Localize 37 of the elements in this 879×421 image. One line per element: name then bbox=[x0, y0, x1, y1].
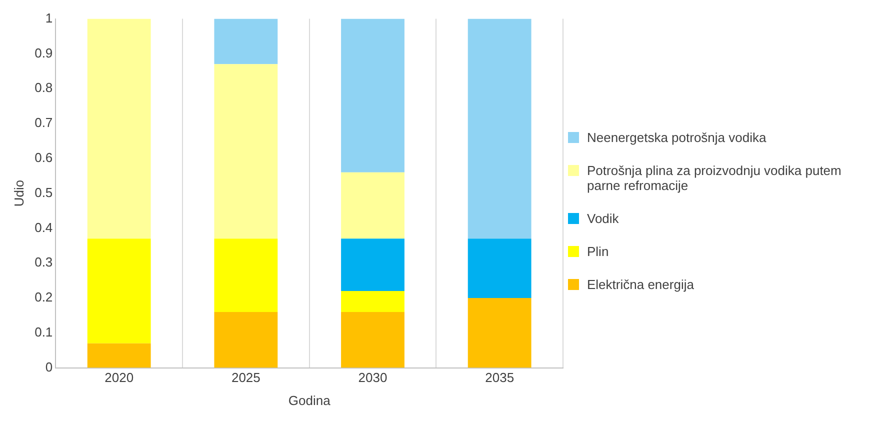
y-axis-title: Udio bbox=[11, 180, 26, 207]
x-axis-title: Godina bbox=[288, 392, 332, 408]
bar bbox=[87, 238, 151, 344]
x-tick-label: 2020 bbox=[104, 370, 134, 386]
bar bbox=[468, 18, 532, 239]
bar bbox=[341, 291, 404, 312]
bar bbox=[87, 18, 151, 239]
bar bbox=[468, 238, 532, 298]
y-tick-label: 0.1 bbox=[34, 324, 53, 340]
x-tick-label: 2030 bbox=[358, 370, 388, 386]
legend-label: Potrošnja plina za proizvodnju vodika putem parne refromacije bbox=[587, 162, 842, 192]
y-tick-label: 0.2 bbox=[34, 290, 53, 305]
bar bbox=[341, 238, 404, 292]
bar bbox=[341, 312, 404, 368]
legend-label: Neenergetska potrošnja vodika bbox=[587, 130, 766, 144]
x-tick-label: 2035 bbox=[485, 370, 514, 386]
y-tick-label: 0.3 bbox=[34, 254, 53, 270]
y-tick-label: 0.9 bbox=[34, 45, 53, 60]
bar bbox=[214, 18, 278, 64]
bar bbox=[87, 343, 151, 368]
bar bbox=[214, 312, 278, 368]
bar bbox=[468, 298, 532, 368]
y-tick-label: 1 bbox=[45, 10, 53, 26]
y-tick-label: 0.4 bbox=[34, 220, 53, 235]
x-tick-label: 2025 bbox=[231, 370, 260, 386]
y-tick-label: 0.8 bbox=[34, 80, 53, 96]
bar bbox=[214, 64, 278, 239]
y-tick-label: 0.5 bbox=[34, 184, 53, 200]
bar bbox=[214, 238, 278, 312]
legend-label: Plin bbox=[587, 244, 609, 258]
bar bbox=[341, 18, 404, 172]
bar bbox=[341, 172, 404, 239]
y-tick-label: 0 bbox=[45, 359, 53, 374]
y-tick-label: 0.7 bbox=[34, 115, 53, 130]
legend-label: Vodik bbox=[587, 210, 619, 226]
y-tick-label: 0.6 bbox=[34, 150, 53, 165]
legend-label: Električna energija bbox=[587, 276, 694, 292]
